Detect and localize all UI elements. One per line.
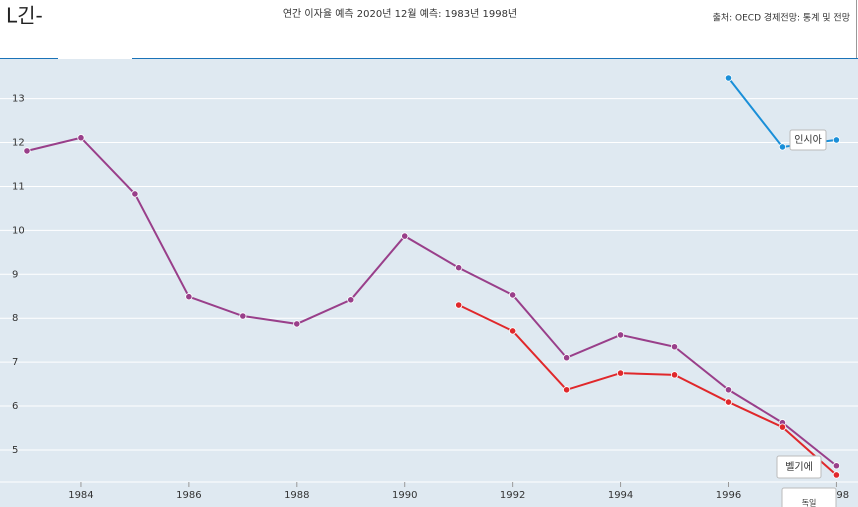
y-tick-label: 7 bbox=[12, 357, 18, 368]
data-point bbox=[670, 343, 679, 351]
data-point bbox=[131, 190, 139, 198]
data-point bbox=[77, 134, 85, 142]
y-tick-label: 9 bbox=[12, 269, 18, 280]
plot-bg bbox=[0, 59, 858, 507]
y-tick-label: 13 bbox=[12, 94, 25, 105]
series-label-box bbox=[789, 129, 827, 151]
data-point bbox=[616, 331, 625, 339]
x-tick-label: 1992 bbox=[500, 490, 525, 501]
series-label-box bbox=[776, 455, 822, 479]
data-point bbox=[455, 301, 463, 309]
y-tick-label: 6 bbox=[12, 401, 18, 412]
data-point bbox=[832, 471, 841, 479]
logo: L긴- bbox=[6, 4, 43, 28]
data-point bbox=[563, 386, 571, 394]
x-tick-label: 1988 bbox=[284, 490, 309, 501]
chart-title: 연간 이자율 예측 2020년 12월 예측: 1983년 1998년 bbox=[283, 8, 517, 20]
series-label: 인시아 bbox=[794, 134, 822, 146]
series-label-box bbox=[781, 487, 837, 507]
data-point bbox=[185, 293, 193, 301]
series-label: 독일 bbox=[802, 499, 817, 507]
series-label: 벨기에 bbox=[785, 461, 813, 473]
x-tick-label: 1996 bbox=[716, 490, 741, 501]
y-tick-label: 10 bbox=[12, 225, 25, 236]
data-point bbox=[455, 264, 463, 272]
data-point bbox=[239, 312, 247, 320]
y-tick-label: 8 bbox=[12, 313, 18, 324]
y-tick-label: 5 bbox=[12, 445, 18, 456]
x-tick-label: 1984 bbox=[68, 490, 93, 501]
series-line bbox=[458, 304, 838, 476]
y-tick-label: 11 bbox=[12, 181, 25, 192]
data-point bbox=[724, 386, 733, 394]
data-point bbox=[347, 296, 355, 304]
y-tick-label: 12 bbox=[12, 138, 25, 149]
data-point bbox=[832, 462, 841, 470]
header-bg bbox=[0, 0, 858, 58]
data-point bbox=[509, 291, 517, 299]
data-point bbox=[616, 369, 625, 377]
data-point bbox=[778, 143, 787, 151]
data-point bbox=[401, 232, 409, 240]
data-point bbox=[724, 74, 733, 82]
data-point bbox=[832, 136, 841, 144]
data-point bbox=[724, 398, 733, 406]
data-point bbox=[293, 320, 301, 328]
data-point bbox=[23, 147, 31, 155]
data-point bbox=[670, 371, 679, 379]
source: 출처: OECD 경제전망: 통계 및 전망 bbox=[713, 12, 850, 24]
data-point bbox=[778, 423, 787, 431]
series-line bbox=[26, 136, 838, 467]
data-point bbox=[563, 354, 571, 362]
x-tick-label: 1990 bbox=[392, 490, 417, 501]
x-tick-label: 1994 bbox=[608, 490, 633, 501]
data-point bbox=[509, 327, 517, 335]
x-tick-label: 1986 bbox=[176, 490, 201, 501]
